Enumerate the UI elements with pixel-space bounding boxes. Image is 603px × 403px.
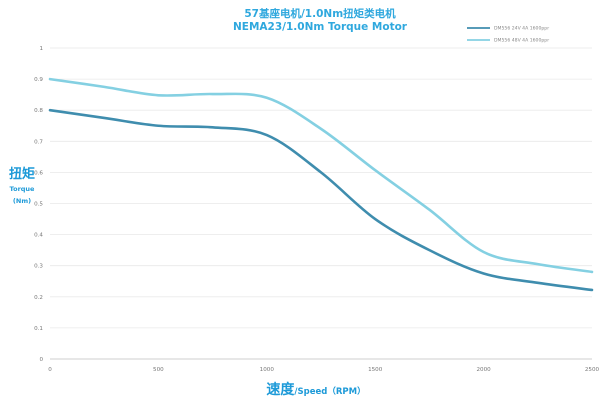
chart-subtitle: NEMA23/1.0Nm Torque Motor <box>233 21 408 33</box>
y-tick-label: 0.3 <box>34 264 43 270</box>
x-axis-label-english: /Speed（RPM） <box>294 386 365 397</box>
legend-item: DM556 48V 4A 1600ppr <box>467 38 549 44</box>
chart-title: 57基座电机/1.0Nm扭矩类电机 <box>244 7 396 20</box>
legend-label: DM556 24V 4A 1600ppr <box>494 26 549 32</box>
series-line-2 <box>48 77 594 274</box>
x-tick-label: 0 <box>48 367 52 373</box>
y-tick-label: 1 <box>39 46 43 52</box>
legend: DM556 24V 4A 1600ppr DM556 48V 4A 1600pp… <box>467 26 549 44</box>
x-tick-label: 1500 <box>368 367 383 373</box>
y-axis-label: 扭矩 Torque (Nm) <box>9 166 35 205</box>
series-lines <box>48 77 594 292</box>
y-axis-label-main: 扭矩 <box>9 166 35 182</box>
y-tick-label: 0.9 <box>34 77 43 83</box>
y-axis-ticks: 0 0.1 0.2 0.3 0.4 0.5 0.6 0.7 0.8 0.9 1 <box>34 46 43 363</box>
x-axis-label-main: 速度 <box>266 381 295 398</box>
y-tick-label: 0.7 <box>34 139 43 145</box>
y-tick-label: 0.8 <box>34 108 43 114</box>
legend-item: DM556 24V 4A 1600ppr <box>467 26 549 32</box>
y-tick-label: 0.6 <box>34 170 43 176</box>
chart-title-block: 57基座电机/1.0Nm扭矩类电机 NEMA23/1.0Nm Torque Mo… <box>233 7 408 33</box>
y-tick-label: 0.4 <box>34 233 43 239</box>
series-line-1 <box>48 108 594 292</box>
y-tick-label: 0.2 <box>34 295 43 301</box>
x-tick-label: 1000 <box>260 367 275 373</box>
y-tick-label: 0.1 <box>34 326 43 332</box>
x-axis-label: 速度/Speed（RPM） <box>266 381 365 398</box>
x-axis-ticks: 0 500 1000 1500 2000 2500 <box>48 367 599 373</box>
gridlines <box>50 47 592 329</box>
y-axis-label-unit: (Nm) <box>13 197 31 205</box>
x-tick-label: 2500 <box>585 367 600 373</box>
x-tick-label: 500 <box>153 367 164 373</box>
y-tick-label: 0 <box>39 357 43 363</box>
x-tick-label: 2000 <box>476 367 491 373</box>
legend-label: DM556 48V 4A 1600ppr <box>494 38 549 44</box>
y-tick-label: 0.5 <box>34 202 43 208</box>
y-axis-label-english: Torque <box>10 185 36 193</box>
